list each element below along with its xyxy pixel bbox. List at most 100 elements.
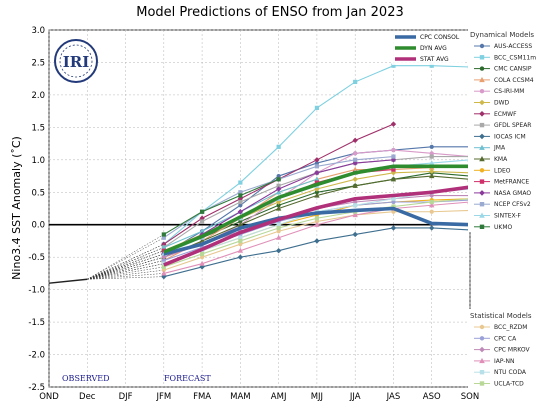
data-point <box>314 105 320 110</box>
legend-label: DWD <box>494 100 510 107</box>
data-point <box>429 173 435 179</box>
x-tick-label: OND <box>39 392 59 402</box>
data-point <box>352 166 358 172</box>
data-point <box>199 251 205 257</box>
data-point <box>275 247 282 254</box>
data-point <box>199 215 205 221</box>
data-point <box>275 186 282 192</box>
legend-label: GFDL SPEAR <box>494 122 531 129</box>
connector-dash <box>87 237 164 280</box>
series-line <box>163 164 470 254</box>
legend-label: NTU CODA <box>494 369 527 376</box>
legend-swatch-marker <box>479 168 485 173</box>
connector-dash <box>87 276 164 280</box>
legend-box <box>468 28 548 233</box>
data-point <box>161 270 167 276</box>
data-point <box>314 190 320 195</box>
data-point <box>275 234 282 240</box>
connector-dash <box>87 247 164 280</box>
connector-dash <box>87 253 164 280</box>
legend-label: STAT AVG <box>420 56 449 63</box>
x-tick-label: MJJ <box>311 392 323 402</box>
data-point <box>353 151 358 156</box>
data-point <box>276 177 281 182</box>
data-point <box>161 264 166 270</box>
data-point <box>276 225 281 231</box>
data-point <box>429 199 434 205</box>
x-tick-label: FMA <box>193 392 211 402</box>
legend-swatch-marker <box>479 202 485 207</box>
legend-swatch-marker <box>479 346 485 353</box>
connector-dash <box>87 266 164 280</box>
legend-label: SINTEX-F <box>494 213 521 220</box>
legend-swatch-marker <box>479 212 485 218</box>
legend-swatch-marker <box>479 99 485 106</box>
connector-dash <box>87 260 164 280</box>
data-point <box>238 180 243 185</box>
legend-swatch-marker <box>479 370 485 375</box>
data-point <box>314 216 320 221</box>
data-point <box>352 231 358 238</box>
y-tick-label: 2.0 <box>31 91 45 101</box>
legend-label: CPC CONSOL <box>420 34 460 41</box>
legend-dynamical-models: Dynamical Models AUS-ACCESS BCC_CSM11m CMC … <box>468 28 548 233</box>
legend-label: COLA CCSM4 <box>494 77 534 84</box>
data-point <box>238 235 243 240</box>
data-point <box>199 255 205 260</box>
data-point <box>276 144 281 149</box>
data-point <box>352 182 358 188</box>
x-tick-label: JAS <box>386 392 401 402</box>
legend-title: Statistical Models <box>470 312 532 320</box>
y-tick-label: 0.0 <box>31 221 45 231</box>
data-point <box>199 209 205 214</box>
iri-logo: IRI <box>54 39 98 83</box>
data-point <box>391 63 396 68</box>
data-point <box>391 147 396 153</box>
data-point <box>161 268 166 273</box>
data-point <box>276 173 281 179</box>
data-point <box>238 203 243 208</box>
data-point <box>314 238 320 244</box>
connector-dash <box>87 273 164 280</box>
x-tick-label: ASO <box>423 392 441 402</box>
data-point <box>429 151 434 156</box>
data-point <box>429 63 434 68</box>
logo-text: IRI <box>63 53 90 71</box>
legend-label: LDEO <box>494 167 511 174</box>
data-point <box>276 183 281 188</box>
series-line <box>163 185 471 267</box>
x-tick-label: JFM <box>155 392 171 402</box>
legend-swatch-marker <box>479 43 485 49</box>
data-point <box>237 254 244 260</box>
data-point <box>238 238 243 244</box>
y-tick-label: 1.5 <box>31 123 45 133</box>
legend-swatch-marker <box>479 357 485 364</box>
legend-swatch-marker <box>479 111 485 117</box>
data-point <box>429 168 435 175</box>
data-point <box>352 137 358 144</box>
data-point <box>199 264 205 270</box>
legend-swatch-marker <box>479 76 485 83</box>
data-point <box>237 221 244 227</box>
y-axis-ticks: -2.5 -2.0 -1.5 -1.0 -0.5 0.0 0.5 1.0 1.5 2.0 2.5 3.… <box>28 26 45 393</box>
legend-label: BCC_CSM11m <box>494 54 536 61</box>
data-point <box>314 164 320 169</box>
y-tick-label: -1.5 <box>28 318 45 328</box>
series-dyn-avg <box>163 164 470 254</box>
legend-swatch-marker <box>479 224 485 229</box>
data-point <box>429 154 434 159</box>
data-point <box>391 204 396 209</box>
legend-label: MetFRANCE <box>494 179 529 186</box>
data-point <box>352 212 358 218</box>
legend-swatch-marker <box>479 122 485 128</box>
legend-swatch-marker <box>479 190 485 196</box>
data-point <box>161 244 167 250</box>
series-line <box>163 206 471 256</box>
forecast-label: FORECAST <box>164 374 211 383</box>
legend-swatch-marker <box>479 133 485 140</box>
data-point <box>238 199 243 205</box>
legend-label: DYN AVG <box>420 45 447 52</box>
x-tick-label: MAM <box>230 392 250 402</box>
data-point <box>161 235 166 240</box>
